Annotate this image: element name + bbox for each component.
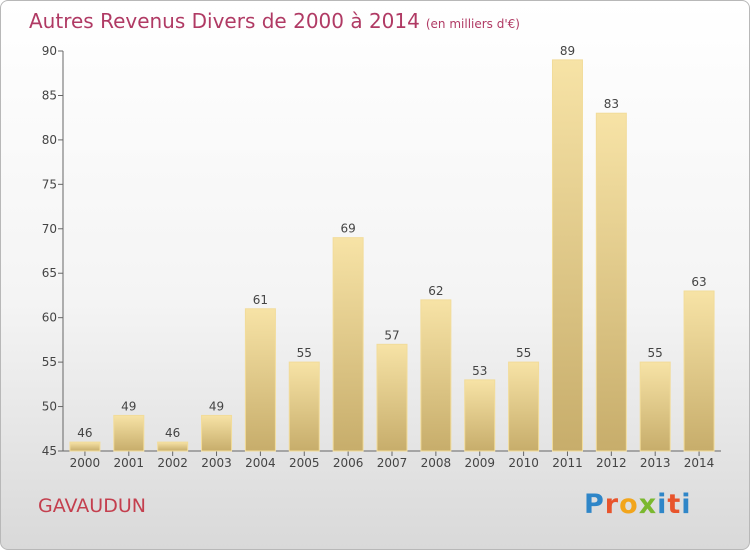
y-tick-label: 75 (42, 177, 57, 191)
chart-title-main: Autres Revenus Divers de 2000 à 2014 (29, 9, 420, 33)
data-label-2008: 62 (428, 284, 443, 298)
bar-2007 (376, 343, 408, 452)
data-label-2010: 55 (516, 346, 531, 360)
bar-2000 (69, 441, 101, 452)
chart-title-subtitle: (en milliers d'€) (425, 17, 520, 31)
bar-2001 (113, 414, 145, 452)
data-label-2011: 89 (560, 44, 575, 58)
data-label-2000: 46 (77, 426, 92, 440)
bar-2003 (201, 414, 233, 452)
y-tick-label: 85 (42, 88, 57, 102)
x-tick-label: 2014 (684, 456, 715, 470)
data-label-2002: 46 (165, 426, 180, 440)
x-tick-label: 2012 (596, 456, 627, 470)
x-tick-label: 2000 (70, 456, 101, 470)
bar-2010 (508, 361, 540, 452)
x-tick-label: 2006 (333, 456, 364, 470)
bar-2002 (157, 441, 189, 452)
bar-2004 (244, 308, 276, 452)
x-tick-label: 2003 (201, 456, 232, 470)
x-tick-label: 2007 (377, 456, 408, 470)
bar-2011 (551, 59, 583, 452)
x-tick-label: 2004 (245, 456, 276, 470)
y-tick-label: 55 (42, 355, 57, 369)
data-label-2001: 49 (121, 399, 136, 413)
data-label-2009: 53 (472, 364, 487, 378)
bar-chart: 45 50 55 60 65 70 75 80 85 90 2000 2001 2002 2003 2004… (42, 44, 721, 470)
data-label-2003: 49 (209, 399, 224, 413)
y-tick-label: 65 (42, 266, 57, 280)
bar-2005 (288, 361, 320, 452)
bar-2006 (332, 237, 364, 452)
x-tick-label: 2011 (552, 456, 583, 470)
bar-2012 (595, 112, 627, 452)
data-label-2012: 83 (604, 97, 619, 111)
data-label-2005: 55 (297, 346, 312, 360)
bar-2014 (683, 290, 715, 452)
data-label-2006: 69 (340, 222, 355, 236)
data-label-2013: 55 (648, 346, 663, 360)
chart-axes: 45 50 55 60 65 70 75 80 85 90 2000 2001 2002 2003 2004… (42, 44, 721, 470)
proxiti-logo: Proxiti (584, 489, 692, 520)
data-label-2007: 57 (384, 328, 399, 342)
y-tick-label: 80 (42, 133, 57, 147)
x-tick-label: 2001 (114, 456, 145, 470)
y-tick-label: 90 (42, 44, 57, 58)
y-tick-label: 70 (42, 222, 57, 236)
x-tick-label: 2002 (157, 456, 188, 470)
x-tick-label: 2010 (508, 456, 539, 470)
commune-name: GAVAUDUN (38, 495, 146, 517)
chart-title: Autres Revenus Divers de 2000 à 2014 (en … (29, 9, 520, 33)
data-label-2014: 63 (691, 275, 706, 289)
bar-2008 (420, 299, 452, 452)
y-tick-label: 60 (42, 311, 57, 325)
x-tick-label: 2013 (640, 456, 671, 470)
x-tick-label: 2008 (421, 456, 452, 470)
bar-2009 (464, 379, 496, 452)
x-tick-label: 2009 (464, 456, 495, 470)
bar-2013 (639, 361, 671, 452)
chart-bars (69, 59, 715, 452)
y-tick-label: 45 (42, 444, 57, 458)
data-label-2004: 61 (253, 293, 268, 307)
chart-data-labels: 46 49 46 49 61 55 69 57 62 53 55 89 83 55 63 (77, 44, 706, 440)
y-tick-label: 50 (42, 400, 57, 414)
x-tick-label: 2005 (289, 456, 320, 470)
